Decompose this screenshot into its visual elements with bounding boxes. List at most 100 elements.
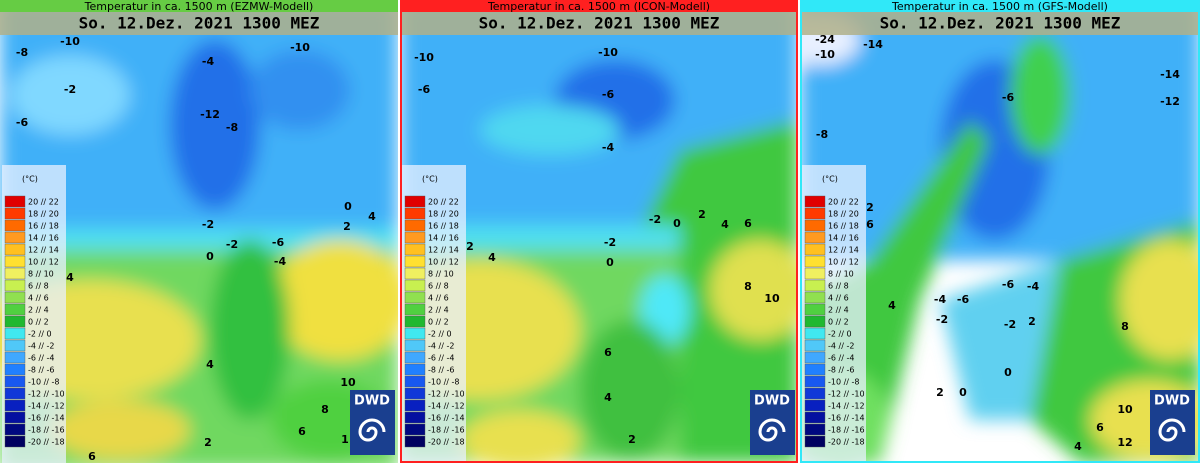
legend-swatch xyxy=(4,279,26,292)
legend-label: -10 // -8 xyxy=(828,378,860,387)
contour-label: 4 xyxy=(206,358,214,371)
legend-swatch xyxy=(4,351,26,364)
contour-label: 6 xyxy=(298,425,306,438)
legend-swatch xyxy=(804,387,826,400)
contour-label: 2 xyxy=(628,433,636,446)
dwd-logo xyxy=(750,390,795,455)
legend-swatch xyxy=(4,243,26,256)
legend-label: -4 // -2 xyxy=(28,342,54,351)
legend-swatch xyxy=(404,339,426,352)
legend-swatch xyxy=(404,375,426,388)
legend-swatch xyxy=(4,387,26,400)
legend-label: 14 // 16 xyxy=(28,234,59,243)
legend-swatch xyxy=(804,351,826,364)
legend-label: 12 // 14 xyxy=(828,246,859,255)
contour-label: -10 xyxy=(60,35,80,48)
header-title: Temperatur in ca. 1500 m (ICON-Modell) xyxy=(487,0,710,13)
legend-swatch xyxy=(804,207,826,220)
contour-label: 0 xyxy=(673,217,681,230)
contour-label: 8 xyxy=(744,280,752,293)
contour-label: 0 xyxy=(206,250,214,263)
legend-label: 6 // 8 xyxy=(28,282,49,291)
legend-swatch xyxy=(804,363,826,376)
legend-swatch xyxy=(4,423,26,436)
legend-label: -4 // -2 xyxy=(828,342,854,351)
date-bar xyxy=(400,12,798,35)
contour-label: -14 xyxy=(863,38,883,51)
legend-label: 10 // 12 xyxy=(428,258,459,267)
contour-label: -4 xyxy=(274,255,287,268)
panel-border xyxy=(400,0,798,463)
contour-label: 2 xyxy=(936,386,944,399)
legend-label: 18 // 20 xyxy=(428,210,459,219)
contour-label: -10 xyxy=(414,51,434,64)
legend-swatch xyxy=(404,231,426,244)
legend-swatch xyxy=(804,423,826,436)
contour-label: -4 xyxy=(934,293,947,306)
contour-label: 4 xyxy=(66,271,74,284)
contour-label: -2 xyxy=(64,83,76,96)
header-title: Temperatur in ca. 1500 m (EZMW-Modell) xyxy=(84,0,314,13)
contour-label: -10 xyxy=(290,41,310,54)
legend-swatch xyxy=(804,315,826,328)
contour-label: -4 xyxy=(1027,280,1040,293)
header-date: So. 12.Dez. 2021 1300 MEZ xyxy=(79,14,320,33)
contour-label: 6 xyxy=(604,346,612,359)
legend-label: 2 // 4 xyxy=(428,306,449,315)
contour-label: -12 xyxy=(200,108,220,121)
legend-label: -2 // 0 xyxy=(828,330,852,339)
legend-swatch xyxy=(4,195,26,208)
contour-label: 4 xyxy=(1074,440,1082,453)
contour-label: -10 xyxy=(598,46,618,59)
contour-label: -2 xyxy=(1004,318,1016,331)
contour-label: 0 xyxy=(959,386,967,399)
field-area xyxy=(460,410,580,463)
contour-label: -8 xyxy=(226,121,238,134)
legend-swatch xyxy=(404,387,426,400)
legend-swatch xyxy=(804,243,826,256)
legend-label: -16 // -14 xyxy=(828,414,865,423)
panel-border xyxy=(800,0,1200,463)
legend-label: -20 // -18 xyxy=(428,438,465,447)
contour-label: -14 xyxy=(1160,68,1180,81)
legend-swatch xyxy=(404,435,426,448)
legend-swatch xyxy=(4,327,26,340)
legend-swatch xyxy=(404,351,426,364)
legend-swatch xyxy=(404,195,426,208)
legend-title: (°C) xyxy=(22,175,38,184)
contour-label: -4 xyxy=(602,141,615,154)
legend-swatch xyxy=(4,267,26,280)
contour-label: -6 xyxy=(1002,91,1015,104)
contour-label: -12 xyxy=(1160,95,1180,108)
contour-label: -6 xyxy=(1002,278,1015,291)
legend-label: -12 // -10 xyxy=(828,390,865,399)
date-bar xyxy=(0,12,398,35)
contour-label: 2 xyxy=(866,201,874,214)
contour-label: -4 xyxy=(202,55,215,68)
header-date: So. 12.Dez. 2021 1300 MEZ xyxy=(880,14,1121,33)
legend-swatch xyxy=(4,207,26,220)
contour-label: -2 xyxy=(226,238,238,251)
legend-title: (°C) xyxy=(422,175,438,184)
legend-label: 16 // 18 xyxy=(28,222,59,231)
legend-swatch xyxy=(804,339,826,352)
legend-label: 8 // 10 xyxy=(28,270,54,279)
legend-swatch xyxy=(804,303,826,316)
legend-swatch xyxy=(804,267,826,280)
legend-swatch xyxy=(4,363,26,376)
field-area xyxy=(1010,35,1070,155)
contour-label: 10 xyxy=(1117,403,1133,416)
map-panel: -24 -14 -10 -14 -12 -8 -6 2 6 4 -4 -6 -2 -6 -4 -2 2 8 0 2 0 1… xyxy=(800,0,1200,463)
legend-label: 6 // 8 xyxy=(828,282,849,291)
legend-swatch xyxy=(404,399,426,412)
legend-label: 12 // 14 xyxy=(428,246,459,255)
contour-label: 4 xyxy=(721,218,729,231)
field-area xyxy=(710,240,798,340)
field-area xyxy=(50,400,190,460)
legend-label: -12 // -10 xyxy=(28,390,65,399)
legend-swatch xyxy=(404,219,426,232)
contour-label: 2 xyxy=(1028,315,1036,328)
temperature-field xyxy=(0,0,398,463)
contour-label: -8 xyxy=(16,46,28,59)
